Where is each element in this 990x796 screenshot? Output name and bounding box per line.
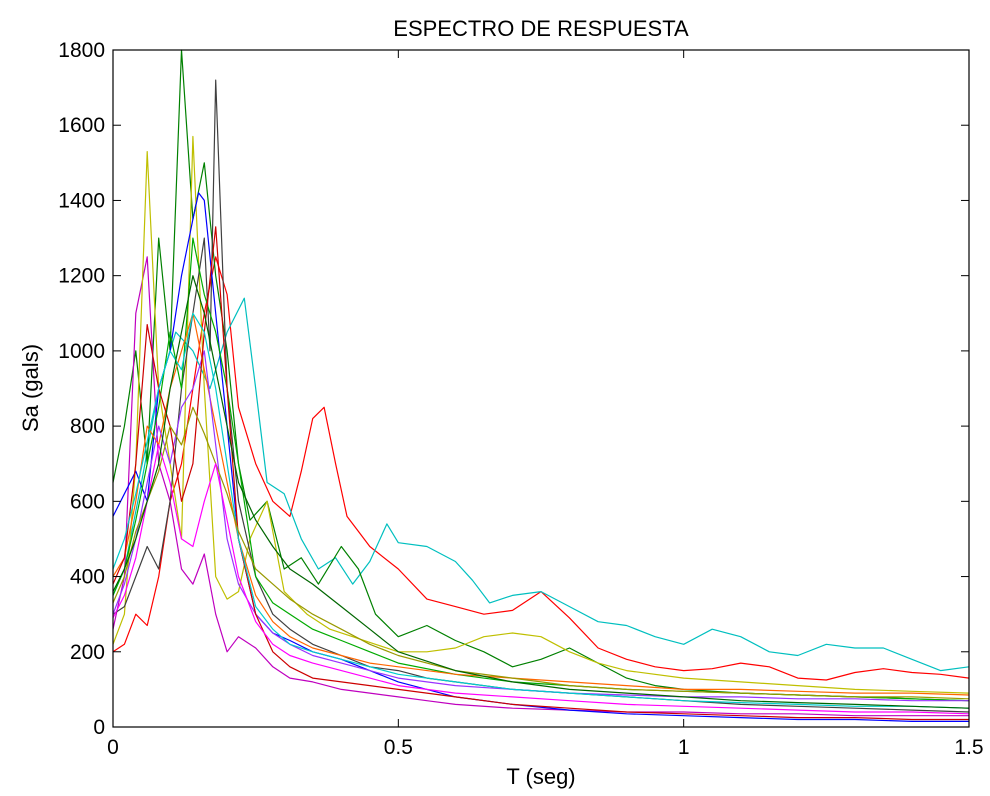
y-axis-label: Sa (gals) (18, 344, 43, 432)
x-axis-ticks: 0 0.5 1 1.5 (107, 50, 984, 759)
x-tick-label: 0 (107, 736, 119, 759)
y-tick-label: 800 (70, 415, 105, 438)
chart-title: ESPECTRO DE RESPUESTA (393, 16, 689, 41)
series-line-5 (112, 135, 970, 694)
series-line-3 (112, 49, 970, 702)
series-line-12 (112, 312, 970, 709)
series-line-14 (112, 444, 970, 715)
series-line-13 (112, 406, 970, 700)
x-tick-label: 1 (678, 736, 690, 759)
series-line-4 (112, 256, 969, 717)
x-tick-label: 0.5 (384, 736, 413, 759)
series-line-2 (112, 297, 970, 672)
y-tick-label: 1600 (58, 114, 105, 137)
x-tick-label: 1.5 (954, 736, 983, 759)
y-tick-label: 1800 (58, 39, 105, 62)
y-tick-label: 1400 (58, 189, 105, 212)
series-line-15 (112, 275, 970, 709)
plot-lines (112, 49, 970, 723)
y-tick-label: 1000 (58, 340, 105, 363)
series-line-9 (112, 312, 970, 696)
y-tick-label: 0 (93, 716, 105, 739)
y-tick-label: 400 (70, 566, 105, 589)
x-axis-label: T (seg) (506, 764, 575, 789)
y-tick-label: 600 (70, 490, 105, 513)
axes-box (112, 49, 970, 728)
y-tick-label: 1200 (58, 265, 105, 288)
y-axis-ticks: 0 200 400 600 800 1000 1200 1400 1600 1800 (58, 39, 969, 739)
y-tick-label: 200 (70, 641, 105, 664)
